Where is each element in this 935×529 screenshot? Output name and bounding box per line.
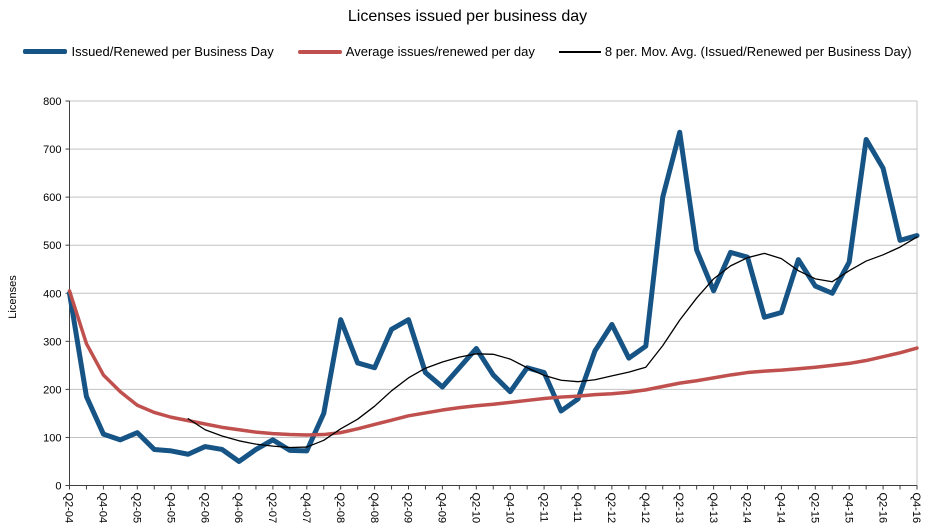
x-tick-label: Q2-07 [266, 493, 278, 524]
x-tick-label: Q4-10 [503, 493, 515, 524]
series [67, 129, 920, 464]
legend-line-swatch-red [297, 49, 342, 54]
series-line-1 [67, 289, 919, 437]
legend-item-issued-renewed: Issued/Renewed per Business Day [23, 44, 274, 59]
x-tick-label: Q2-14 [741, 493, 753, 524]
x-tick-label: Q4-08 [368, 493, 380, 524]
x-tick-label: Q2-09 [402, 493, 414, 524]
legend-label-moving-average: 8 per. Mov. Avg. (Issued/Renewed per Bus… [604, 44, 912, 59]
series-line-2 [187, 236, 918, 449]
legend-item-moving-average: 8 per. Mov. Avg. (Issued/Renewed per Bus… [558, 44, 912, 59]
x-tick-label: Q4-11 [571, 493, 583, 523]
x-tick-label: Q4-04 [97, 493, 109, 524]
x-tick-label: Q4-16 [910, 493, 922, 524]
legend-label-issued-renewed: Issued/Renewed per Business Day [71, 44, 274, 59]
y-tick-label: 400 [43, 288, 61, 300]
x-tick-label: Q2-06 [198, 493, 210, 524]
y-tick-label: 0 [55, 481, 61, 493]
y-tick-label: 200 [43, 384, 61, 396]
y-axis-title: Licenses [7, 275, 19, 319]
x-tick-label: Q2-05 [130, 493, 142, 524]
y-tick-label: 100 [43, 432, 61, 444]
x-tick-label: Q4-07 [300, 493, 312, 524]
legend-line-swatch-black [558, 50, 601, 53]
x-axis-ticks: Q2-04 Q4-04 Q2-05 Q4-05 Q2-06 Q4-06 Q2-07 Q4-07… [63, 485, 922, 524]
y-tick-label: 700 [43, 144, 61, 156]
x-tick-label: Q4-12 [639, 493, 651, 524]
y-tick-label: 500 [43, 240, 61, 252]
x-tick-label: Q2-11 [537, 493, 549, 523]
legend-item-average: Average issues/renewed per day [297, 44, 535, 59]
y-tick-label: 300 [43, 336, 61, 348]
x-tick-label: Q2-08 [334, 493, 346, 524]
legend-line-swatch-blue [23, 49, 68, 54]
y-axis-ticks: 0 100 200 300 400 500 600 700 800 [43, 96, 70, 493]
x-tick-label: Q4-05 [164, 493, 176, 524]
x-tick-label: Q2-15 [808, 493, 820, 524]
x-tick-label: Q4-09 [436, 493, 448, 524]
y-tick-label: 600 [43, 192, 61, 204]
chart-title: Licenses issued per business day [347, 8, 588, 25]
series-line-0 [67, 129, 920, 464]
x-tick-label: Q2-16 [876, 493, 888, 524]
x-tick-label: Q2-13 [673, 493, 685, 524]
legend: Issued/Renewed per Business Day Average … [0, 44, 935, 59]
x-tick-label: Q4-15 [842, 493, 854, 524]
y-tick-label: 800 [43, 96, 61, 108]
x-tick-label: Q4-14 [775, 493, 787, 524]
x-tick-label: Q4-13 [707, 493, 719, 524]
x-tick-label: Q2-12 [605, 493, 617, 524]
x-tick-label: Q2-10 [469, 493, 481, 524]
legend-label-average: Average issues/renewed per day [345, 44, 535, 59]
gridlines [69, 100, 918, 486]
x-tick-label: Q4-06 [232, 493, 244, 524]
x-tick-label: Q2-04 [63, 493, 75, 524]
